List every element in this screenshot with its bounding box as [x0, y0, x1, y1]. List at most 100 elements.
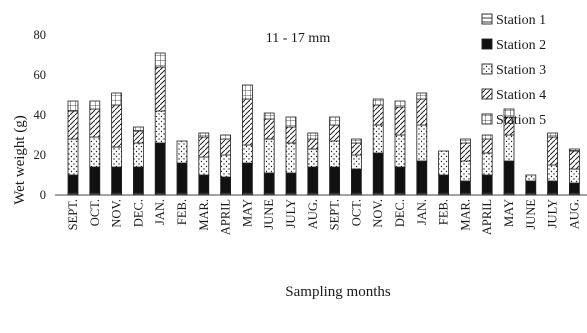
bar-segment-station-3 — [263, 138, 275, 174]
bar-stack — [154, 52, 166, 196]
bar-segment-station-3 — [307, 148, 319, 168]
bar-segment-station-2 — [569, 182, 580, 194]
bar-segment-station-3 — [525, 174, 537, 182]
bar-segment-station-3 — [241, 144, 253, 164]
bar-segment-station-4 — [263, 118, 275, 140]
x-tick-label: JUNE — [262, 199, 276, 230]
bar-segment-station-3 — [416, 124, 428, 162]
bar-segment-station-5 — [285, 116, 297, 128]
x-tick-label: AUG. — [306, 199, 320, 229]
bar-segment-station-3 — [111, 146, 122, 168]
bar-segment-station-5 — [220, 134, 232, 140]
bar-stack — [394, 100, 406, 196]
bar-segment-station-2 — [154, 142, 166, 194]
x-tick-label: NOV. — [110, 199, 124, 228]
bar-segment-station-4 — [350, 142, 362, 156]
bar-segment-station-5 — [416, 92, 428, 100]
bar-segment-station-5 — [111, 92, 122, 106]
bar-segment-station-5 — [569, 148, 580, 152]
bar-segment-station-3 — [220, 154, 232, 178]
bar-segment-station-4 — [111, 104, 122, 148]
bar-segment-station-4 — [459, 142, 471, 162]
y-tick-label: 60 — [34, 68, 47, 82]
bar-segment-station-2 — [111, 166, 122, 194]
x-tick-label: APRIL — [219, 199, 233, 235]
bar-stack — [416, 92, 428, 196]
bar-segment-station-5 — [89, 100, 101, 110]
bar-segment-station-4 — [416, 98, 428, 126]
bar-segment-station-5 — [154, 52, 166, 68]
bar-segment-station-5 — [372, 98, 384, 106]
bar-segment-station-5 — [503, 108, 515, 118]
bar-segment-station-2 — [307, 166, 319, 194]
bar-stack — [547, 132, 558, 196]
bar-segment-station-2 — [263, 172, 275, 194]
bar-segment-station-4 — [481, 138, 493, 154]
bar-segment-station-5 — [198, 132, 210, 138]
bar-segment-station-4 — [329, 124, 341, 142]
x-tick-label: SEPT. — [66, 199, 80, 230]
bar-segment-station-3 — [132, 142, 144, 168]
x-tick-label: DEC. — [131, 199, 145, 227]
x-axis-ticks: SEPT. OCT. NOV. DEC. JAN. FEB. MAR. APRIL MAY JUN… — [66, 199, 581, 235]
x-tick-label: MAY — [240, 199, 254, 227]
bar-stack — [525, 174, 537, 196]
bar-segment-station-5 — [241, 84, 253, 100]
bar-segment-station-2 — [350, 168, 362, 194]
bar-segment-station-2 — [89, 166, 101, 194]
bar-segment-station-2 — [438, 174, 450, 194]
x-tick-label: OCT. — [88, 199, 102, 226]
x-tick-label: FEB. — [175, 199, 189, 225]
bar-segment-station-3 — [198, 156, 210, 176]
x-tick-label: FEB. — [437, 199, 451, 225]
bar-segment-station-2 — [329, 166, 341, 194]
x-axis-label: Sampling months — [285, 284, 391, 300]
bar-segment-station-5 — [481, 134, 493, 140]
bar-segment-station-4 — [569, 150, 580, 170]
bar-segment-station-3 — [350, 154, 362, 170]
bar-segment-station-2 — [176, 162, 188, 194]
legend-label: Station 5 — [496, 113, 546, 128]
bar-segment-station-3 — [176, 140, 188, 164]
bar-segment-station-5 — [67, 100, 79, 112]
legend-swatch-station-4 — [481, 88, 493, 100]
bar-segment-station-5 — [307, 132, 319, 140]
bar-stack — [89, 100, 101, 196]
bar-segment-station-4 — [198, 136, 210, 158]
bar-segment-station-2 — [67, 174, 79, 194]
x-tick-label: NOV. — [371, 199, 385, 228]
bar-segment-station-5 — [263, 112, 275, 120]
bar-segment-station-3 — [481, 152, 493, 176]
x-tick-label: OCT. — [349, 199, 363, 226]
bar-stack — [481, 134, 493, 196]
bar-segment-station-4 — [154, 66, 166, 112]
bar-segment-station-4 — [285, 126, 297, 144]
bar-segment-station-5 — [459, 138, 471, 144]
bar-stack — [263, 112, 275, 196]
bar-segment-station-3 — [459, 160, 471, 182]
bars — [67, 52, 580, 196]
bar-segment-station-3 — [329, 140, 341, 168]
x-tick-label: JAN. — [415, 199, 429, 225]
x-tick-label: MAR. — [458, 199, 472, 231]
bar-segment-station-2 — [285, 172, 297, 194]
bar-segment-station-2 — [481, 174, 493, 194]
bar-stack — [285, 116, 297, 196]
bar-stack — [132, 126, 144, 196]
bar-segment-station-2 — [394, 166, 406, 194]
chart-title: 11 - 17 mm — [266, 31, 331, 46]
bar-stack — [329, 116, 341, 196]
y-tick-label: 20 — [34, 148, 47, 162]
bar-segment-station-5 — [394, 100, 406, 108]
bar-segment-station-5 — [547, 132, 558, 138]
bar-segment-station-3 — [503, 134, 515, 162]
bar-segment-station-4 — [132, 130, 144, 144]
x-tick-label: APRIL — [480, 199, 494, 235]
bar-segment-station-4 — [547, 136, 558, 166]
bar-segment-station-2 — [503, 160, 515, 194]
bar-stack — [241, 84, 253, 196]
y-tick-label: 40 — [34, 108, 47, 122]
y-tick-label: 0 — [40, 188, 46, 202]
